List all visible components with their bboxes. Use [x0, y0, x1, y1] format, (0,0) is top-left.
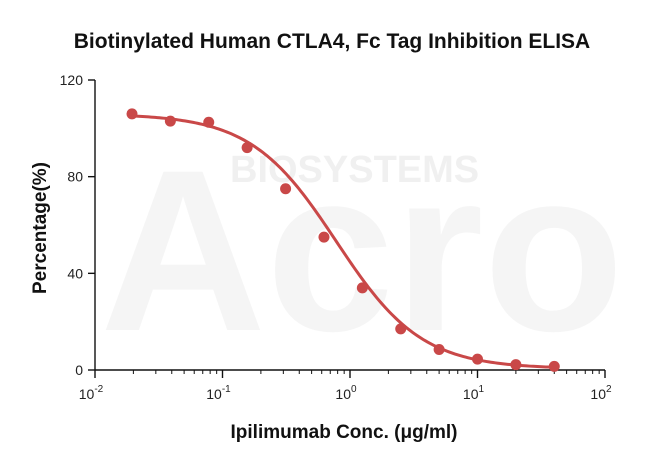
data-point [126, 108, 138, 120]
x-tick-label: 10-2 [79, 384, 104, 402]
data-point [548, 360, 560, 372]
data-point [510, 359, 522, 371]
data-point [395, 323, 407, 335]
data-point [280, 183, 292, 195]
y-axis-label: Percentage(%) [30, 162, 51, 294]
watermark: Acro BIOSYSTEMS [100, 122, 624, 379]
x-tick-label: 101 [463, 384, 485, 402]
data-point [164, 115, 176, 127]
fit-curve [131, 114, 555, 369]
y-tick-label: 80 [67, 169, 83, 185]
x-tick-label: 10-1 [206, 384, 231, 402]
ticks: 0 40 80 120 10-2 10-1 100 101 102 [60, 72, 612, 402]
y-tick-label: 0 [75, 362, 83, 378]
x-axis-label: Ipilimumab Conc. (μg/ml) [231, 422, 458, 443]
data-point [472, 353, 483, 365]
y-tick-label: 40 [67, 265, 83, 281]
watermark-brand: Acro [100, 122, 624, 379]
data-point [241, 142, 253, 154]
chart-title: Biotinylated Human CTLA4, Fc Tag Inhibit… [74, 30, 590, 53]
data-point [203, 116, 215, 128]
y-tick-label: 120 [60, 72, 84, 88]
x-tick-label: 100 [335, 384, 357, 402]
data-point [433, 343, 445, 355]
data-points [126, 108, 560, 372]
data-point [318, 231, 330, 243]
x-tick-label: 102 [590, 384, 612, 402]
data-point [356, 282, 368, 294]
watermark-subtitle: BIOSYSTEMS [230, 149, 479, 191]
